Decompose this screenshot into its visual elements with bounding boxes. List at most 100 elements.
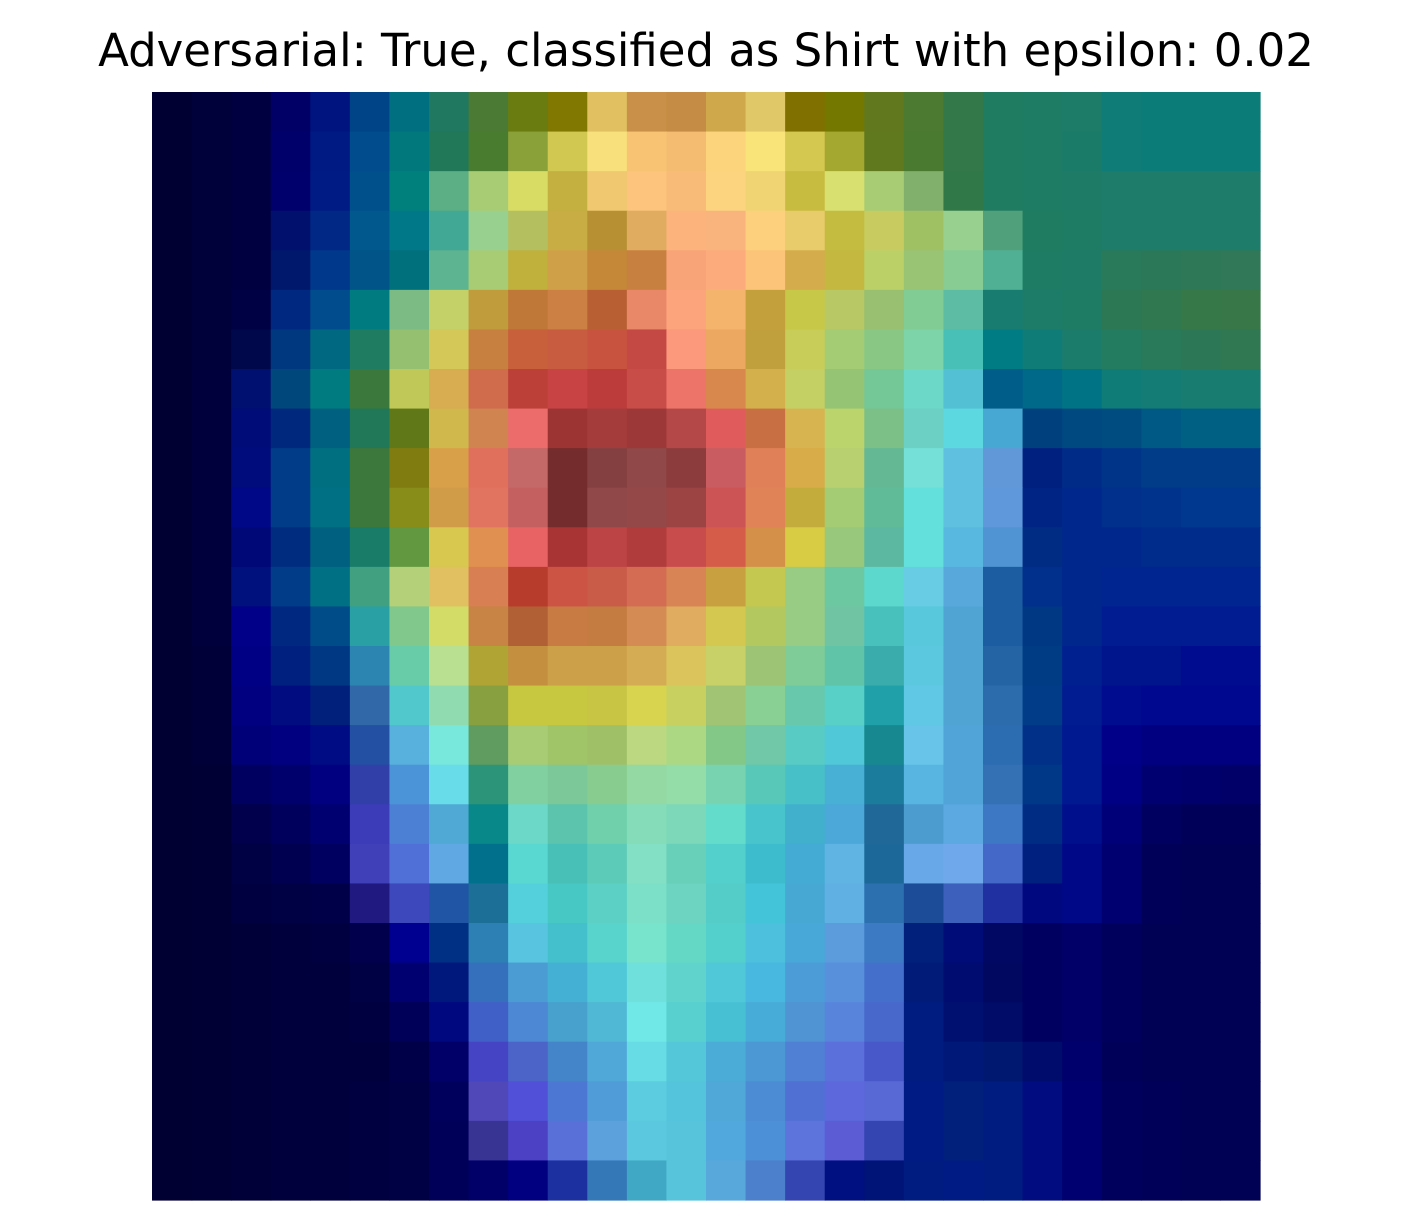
heatmap-cell — [389, 1081, 430, 1122]
heatmap-cell — [666, 171, 707, 212]
heatmap-cell — [666, 764, 707, 805]
heatmap-cell — [943, 804, 984, 845]
heatmap-cell — [231, 843, 272, 885]
heatmap-cell — [706, 250, 747, 291]
heatmap-cell — [349, 1002, 391, 1043]
heatmap-cell — [785, 369, 826, 410]
heatmap-cell — [310, 606, 351, 647]
heatmap-cell — [389, 408, 430, 449]
heatmap-cell — [349, 843, 391, 885]
heatmap-cell — [903, 487, 945, 528]
heatmap-cell — [943, 646, 984, 687]
heatmap-cell — [626, 250, 668, 291]
heatmap-cell — [468, 171, 509, 212]
heatmap-cell — [745, 408, 786, 449]
heatmap-cell — [1101, 804, 1142, 845]
heatmap-cell — [270, 566, 311, 608]
heatmap-cell — [666, 487, 707, 528]
heatmap-cell — [983, 804, 1024, 845]
heatmap-cell — [745, 171, 786, 212]
heatmap-cell — [547, 606, 588, 647]
heatmap-cell — [1141, 764, 1182, 805]
heatmap-cell — [191, 1081, 232, 1122]
heatmap-cell — [231, 289, 272, 331]
heatmap-cell — [389, 725, 430, 766]
heatmap-cell — [231, 408, 272, 449]
heatmap-cell — [191, 566, 232, 608]
heatmap-cell — [1220, 606, 1261, 647]
heatmap-cell — [824, 764, 865, 805]
heatmap-cell — [310, 171, 351, 212]
heatmap-cell — [547, 527, 588, 568]
heatmap-cell — [903, 1081, 945, 1122]
heatmap-cell — [1101, 487, 1142, 528]
heatmap-cell — [666, 1041, 707, 1082]
heatmap-cell — [1022, 923, 1063, 964]
heatmap-cell — [270, 764, 311, 805]
heatmap-cell — [1180, 448, 1222, 489]
heatmap-cell — [389, 606, 430, 647]
heatmap-cell — [1101, 329, 1142, 370]
heatmap-cell — [1141, 131, 1182, 172]
heatmap-cell — [706, 804, 747, 845]
heatmap-cell — [587, 329, 628, 370]
heatmap-cell — [1062, 566, 1103, 608]
heatmap-cell — [1022, 1081, 1063, 1122]
heatmap-cell — [864, 646, 905, 687]
heatmap-cell — [389, 843, 430, 885]
heatmap-cell — [983, 962, 1024, 1003]
heatmap-cell — [152, 289, 193, 331]
heatmap-cell — [903, 843, 945, 885]
heatmap-cell — [1022, 408, 1063, 449]
heatmap-cell — [626, 606, 668, 647]
heatmap-cell — [587, 1041, 628, 1082]
heatmap-cell — [943, 764, 984, 805]
heatmap-cell — [864, 210, 905, 251]
heatmap-cell — [706, 764, 747, 805]
heatmap-cell — [785, 210, 826, 251]
heatmap-cell — [587, 646, 628, 687]
heatmap-cell — [785, 1002, 826, 1043]
heatmap-cell — [824, 606, 865, 647]
heatmap-cell — [903, 250, 945, 291]
heatmap-cell — [349, 646, 391, 687]
heatmap-cell — [903, 527, 945, 568]
heatmap-cell — [1101, 1160, 1142, 1201]
heatmap-cell — [270, 1120, 311, 1162]
heatmap-cell — [468, 131, 509, 172]
heatmap-cell — [1022, 685, 1063, 726]
heatmap-cell — [508, 527, 549, 568]
heatmap-cell — [745, 962, 786, 1003]
heatmap-cell — [429, 1081, 470, 1122]
heatmap-cell — [983, 764, 1024, 805]
heatmap-cell — [666, 250, 707, 291]
heatmap-cell — [1141, 566, 1182, 608]
heatmap-cell — [389, 1160, 430, 1201]
heatmap-cell — [864, 1081, 905, 1122]
heatmap-cell — [824, 369, 865, 410]
heatmap-cell — [1101, 764, 1142, 805]
heatmap-cell — [231, 448, 272, 489]
heatmap-cell — [1062, 210, 1103, 251]
heatmap-cell — [547, 923, 588, 964]
heatmap-cell — [547, 329, 588, 370]
heatmap-cell — [1101, 1120, 1142, 1162]
heatmap-cell — [706, 1002, 747, 1043]
heatmap-cell — [191, 1041, 232, 1082]
heatmap-cell — [191, 527, 232, 568]
heatmap-cell — [864, 764, 905, 805]
heatmap-cell — [587, 725, 628, 766]
heatmap-cell — [903, 606, 945, 647]
heatmap-cell — [191, 289, 232, 331]
heatmap-cell — [1180, 843, 1222, 885]
heatmap-cell — [508, 1041, 549, 1082]
heatmap-cell — [666, 1081, 707, 1122]
heatmap-cell — [1180, 923, 1222, 964]
heatmap-cell — [429, 764, 470, 805]
heatmap-cell — [152, 527, 193, 568]
heatmap-cell — [943, 606, 984, 647]
heatmap-cell — [152, 408, 193, 449]
heatmap-cell — [468, 1081, 509, 1122]
heatmap-cell — [349, 764, 391, 805]
heatmap-cell — [745, 131, 786, 172]
